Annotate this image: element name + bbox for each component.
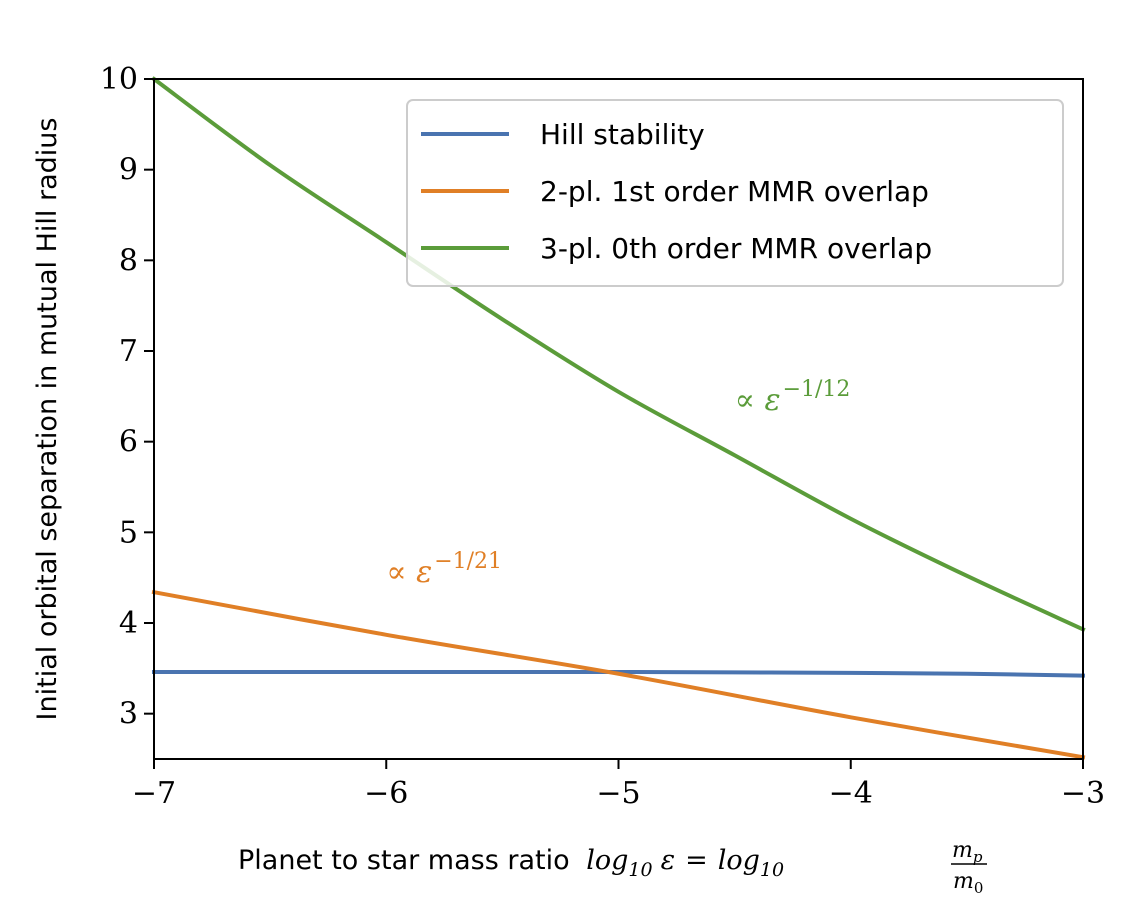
y-tick-label: 8 xyxy=(119,243,138,278)
x-tick-label: −7 xyxy=(132,776,176,811)
legend: Hill stability 2-pl. 1st order MMR overla… xyxy=(406,99,1064,287)
series-lines xyxy=(151,76,1086,760)
annotations: ∝ ε−1/21 ∝ ε−1/12 xyxy=(386,377,850,590)
series-line-2 xyxy=(151,589,1086,760)
svg-text:mp: mp xyxy=(952,838,983,866)
y-axis-label: Initial orbital separation in mutual Hil… xyxy=(32,118,63,721)
y-tick-label: 6 xyxy=(119,425,138,460)
svg-text:m0: m0 xyxy=(953,869,983,897)
legend-label-2: 2-pl. 1st order MMR overlap xyxy=(540,175,929,208)
x-tick-label: −3 xyxy=(1061,776,1105,811)
scaling-annotation-2: ∝ ε−1/12 xyxy=(735,377,851,418)
x-axis-label: Planet to star mass ratio log10 ε = log10 m… xyxy=(238,838,987,897)
svg-text:Planet to star mass ratio: Planet to star mass ratio log10 ε = log10 xyxy=(238,845,784,881)
legend-label-1: Hill stability xyxy=(540,118,705,151)
y-tick-label: 10 xyxy=(100,62,138,97)
x-axis-label-text: Planet to star mass ratio xyxy=(238,845,570,876)
y-tick-label: 4 xyxy=(119,606,138,641)
y-tick-label: 5 xyxy=(119,515,138,550)
y-tick-label: 9 xyxy=(119,153,138,188)
x-tick-label: −5 xyxy=(596,776,640,811)
x-tick-label: −6 xyxy=(364,776,408,811)
y-tick-label: 7 xyxy=(119,334,138,369)
series-line-3 xyxy=(151,76,1086,633)
legend-box xyxy=(406,99,1064,287)
series-line-1 xyxy=(152,669,1086,678)
axis-ticks: −7 −6 −5 −4 −3 3 4 5 6 7 8 9 10 xyxy=(100,62,1105,811)
legend-label-3: 3-pl. 0th order MMR overlap xyxy=(540,232,932,265)
x-tick-label: −4 xyxy=(829,776,873,811)
scaling-annotation-1: ∝ ε−1/21 xyxy=(386,549,502,590)
y-tick-label: 3 xyxy=(119,697,138,732)
